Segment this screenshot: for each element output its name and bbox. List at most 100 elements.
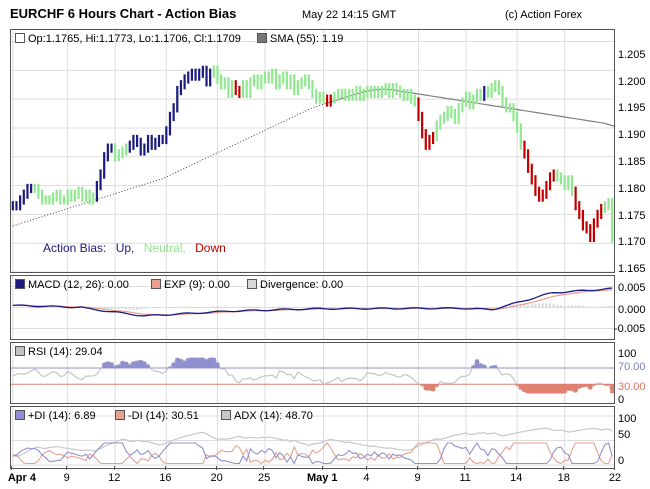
exp-swatch [151,279,161,289]
bias-neutral: Neutral, [143,241,186,255]
rsi-swatch [15,346,25,356]
macd-label: MACD (12, 26): 0.00 [28,279,129,291]
ohlc-legend: Op:1.1765, Hi:1.1773, Lo:1.1706, Cl:1.17… [15,33,241,45]
price-ytick: 1.205 [618,49,646,61]
exp-legend: EXP (9): 0.00 [151,279,230,291]
x-tick-mark [11,466,13,470]
x-tick-label: 14 [510,472,523,484]
macd-swatch [15,279,25,289]
adx-label: ADX (14): 48.70 [234,410,313,422]
x-tick-mark [464,466,466,470]
x-tick-label: 22 [608,472,622,484]
macd-legend: MACD (12, 26): 0.00 [15,279,129,291]
divergence-legend: Divergence: 0.00 [247,279,343,291]
adx-swatch [221,410,231,420]
sma-swatch [257,33,267,43]
x-tick-label: 11 [459,472,471,484]
rsi-chart [11,343,614,403]
x-tick-mark [365,466,367,470]
exp-label: EXP (9): 0.00 [164,279,230,291]
exp-line [12,289,613,316]
x-tick-label: 16 [159,472,172,484]
action-bias-legend: Action Bias: Up, Neutral, Down [43,241,226,255]
x-tick-mark [614,466,616,470]
x-tick-mark [416,466,418,470]
x-tick-label: Apr 4 [7,472,36,484]
price-ytick: 1.165 [618,263,646,275]
macd-ytick: 0.005 [618,282,646,294]
macd-panel: MACD (12, 26): 0.00 EXP (9): 0.00 Diverg… [10,275,615,340]
rsi-label: RSI (14): 29.04 [28,346,103,358]
divergence-swatch [247,279,257,289]
macd-chart [11,276,614,339]
adx-line [12,427,613,457]
chart-title: EURCHF 6 Hours Chart - Action Bias [10,6,237,21]
x-tick-mark [563,466,565,470]
price-ytick: 1.175 [618,210,646,222]
sma-line-dotted [12,102,328,227]
rsi-ytick: 70.00 [618,361,646,373]
sma-legend: SMA (55): 1.19 [257,33,343,45]
bias-down: Down [195,241,226,255]
x-tick-mark [215,466,217,470]
x-tick-label: 9 [414,472,421,484]
plus-di-legend: +DI (14): 6.89 [15,410,96,422]
bias-up: Up, [115,241,135,255]
price-ytick: 1.190 [618,129,646,141]
price-ytick: 1.180 [618,183,646,195]
x-tick-label: May 1 [306,472,338,484]
chart-timestamp: May 22 14:15 GMT [302,9,397,21]
minus-di-swatch [115,410,125,420]
price-y-axis: 1.205 1.200 1.195 1.190 1.185 1.180 1.17… [618,29,650,275]
x-tick-label: 25 [257,472,271,484]
dmi-ytick: 100 [618,413,637,425]
plus-di-label: +DI (14): 6.89 [28,410,96,422]
x-tick-label: 9 [63,472,70,484]
sma-text: SMA (55): 1.19 [270,33,344,45]
x-tick-mark [515,466,517,470]
x-tick-mark [113,466,115,470]
macd-ytick: -0.005 [614,323,646,335]
x-tick-mark [164,466,166,470]
macd-line [12,287,613,317]
rsi-legend: RSI (14): 29.04 [15,346,103,358]
sma-line [326,88,614,127]
x-tick-mark [321,466,323,470]
x-axis: Apr 4 9 12 16 20 25 May 1 4 9 11 14 18 22 [0,466,650,489]
minus-di-legend: -DI (14): 30.51 [115,410,199,422]
plus-di-line [12,441,613,465]
dmi-chart [11,407,614,468]
price-ytick: 1.170 [618,236,646,248]
adx-legend: ADX (14): 48.70 [221,410,313,422]
price-chart [11,30,614,272]
x-tick-label: 4 [363,472,370,484]
x-tick-mark [263,466,265,470]
price-panel: Op:1.1765, Hi:1.1773, Lo:1.1706, Cl:1.17… [10,29,615,273]
rsi-y-axis: 100 70.00 30.00 0 [618,342,650,406]
dmi-y-axis: 100 50 0 [618,406,650,467]
bias-label: Action Bias: [43,241,107,255]
dmi-ytick: 50 [618,429,631,441]
x-tick-mark [66,466,68,470]
ohlc-swatch [15,33,25,43]
minus-di-label: -DI (14): 30.51 [128,410,199,422]
plus-di-swatch [15,410,25,420]
x-tick-label: 18 [557,472,570,484]
x-tick-label: 12 [108,472,121,484]
rsi-ytick: 100 [618,348,637,360]
x-tick-label: 20 [210,472,223,484]
rsi-panel: RSI (14): 29.04 [10,342,615,404]
divergence-label: Divergence: 0.00 [260,279,344,291]
price-ytick: 1.200 [618,76,646,88]
price-ytick: 1.185 [618,156,646,168]
macd-ytick: 0.000 [618,304,646,316]
chart-credit: (c) Action Forex [505,9,583,21]
dmi-panel: +DI (14): 6.89 -DI (14): 30.51 ADX (14):… [10,406,615,469]
price-ytick: 1.195 [618,102,646,114]
macd-y-axis: 0.005 0.000 -0.005 [614,275,650,338]
ohlc-text: Op:1.1765, Hi:1.1773, Lo:1.1706, Cl:1.17… [28,33,241,45]
rsi-ytick: 0 [618,394,625,406]
minus-di-line [12,442,613,465]
dmi-ytick: 0 [618,455,625,467]
rsi-ytick: 30.00 [618,381,646,393]
